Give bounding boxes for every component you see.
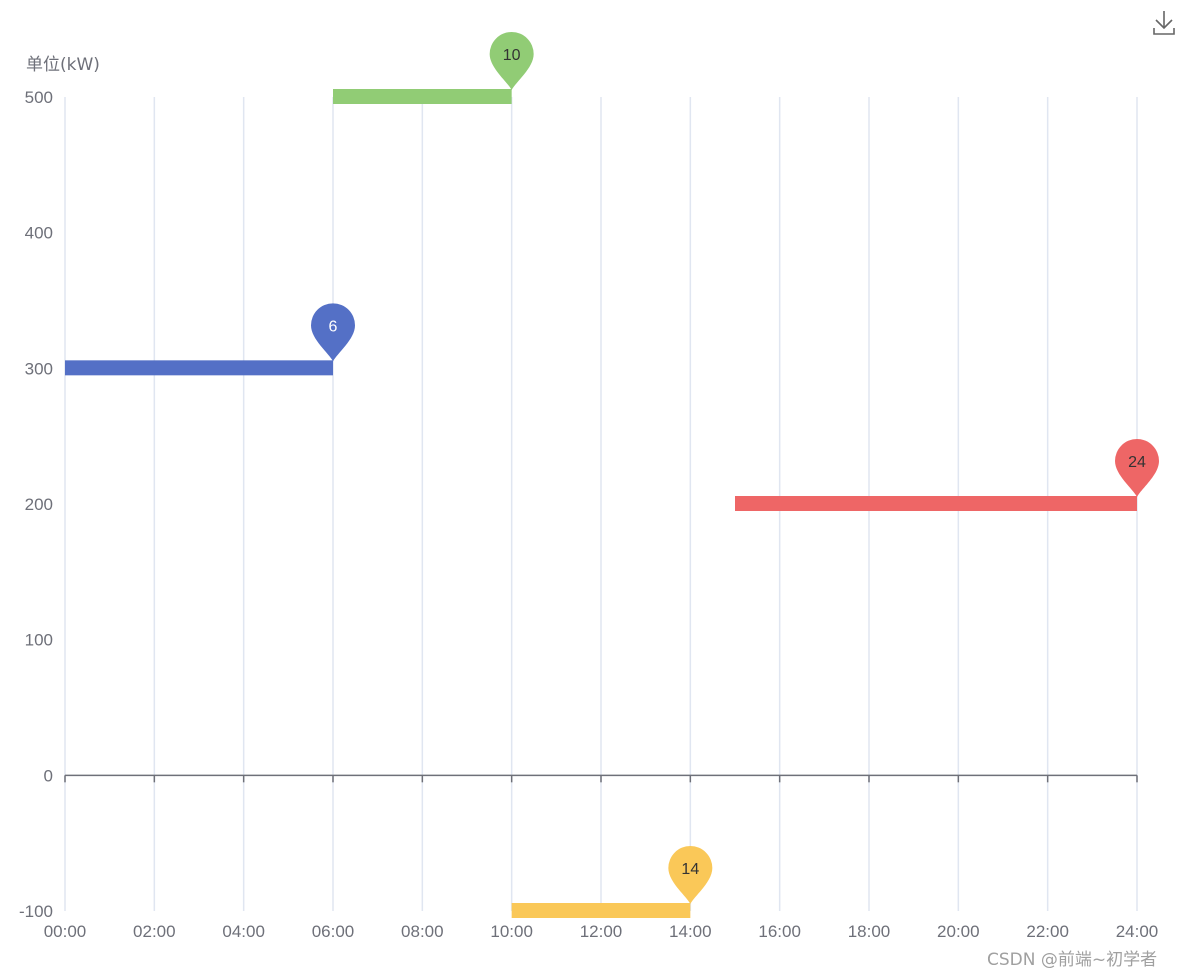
pin-label: 6 [329, 318, 338, 335]
y-tick-label: -100 [19, 902, 53, 921]
series-segment-1[interactable]: 6 [65, 303, 355, 376]
x-axis-labels: 00:00 02:00 04:00 06:00 08:00 10:00 12:00 14:00… [44, 922, 1159, 941]
y-axis-labels: 500 400 300 200 100 0 -100 [19, 88, 53, 921]
pin-label: 24 [1128, 454, 1146, 471]
x-tick-label: 08:00 [401, 922, 444, 941]
segment-bar[interactable] [65, 360, 333, 376]
y-tick-label: 100 [25, 631, 53, 650]
x-tick-label: 06:00 [312, 922, 355, 941]
series-segment-2[interactable]: 10 [333, 31, 534, 104]
download-button[interactable] [1150, 8, 1178, 38]
pin-marker-icon[interactable] [311, 303, 355, 362]
series-segment-4[interactable]: 24 [735, 439, 1159, 511]
x-tick-label: 04:00 [222, 922, 265, 941]
x-tick-label: 22:00 [1026, 922, 1069, 941]
x-tick-label: 14:00 [669, 922, 712, 941]
pin-label: 14 [681, 861, 699, 878]
pin-marker-icon[interactable] [489, 31, 534, 91]
y-axis-unit-label: 单位(kW) [26, 55, 100, 75]
segment-bar[interactable] [511, 903, 691, 918]
x-tick-label: 16:00 [758, 922, 801, 941]
y-tick-label: 400 [25, 224, 53, 243]
pin-marker-icon[interactable] [1115, 439, 1159, 497]
x-axis-line [64, 774, 1138, 783]
pin-marker-icon[interactable] [668, 846, 713, 904]
watermark: CSDN @前端~初学者 [987, 950, 1158, 970]
series-segment-3[interactable]: 14 [511, 846, 713, 918]
x-tick-label: 10:00 [490, 922, 533, 941]
y-tick-label: 200 [25, 495, 53, 514]
segment-bar[interactable] [333, 89, 512, 104]
download-icon [1153, 11, 1175, 35]
x-tick-label: 24:00 [1116, 922, 1159, 941]
x-tick-label: 18:00 [848, 922, 891, 941]
segment-bar[interactable] [735, 496, 1137, 511]
x-tick-label: 12:00 [580, 922, 623, 941]
x-tick-label: 20:00 [937, 922, 980, 941]
series-group: 6 10 14 24 [65, 31, 1159, 918]
pin-label: 10 [503, 47, 521, 64]
y-tick-label: 0 [44, 766, 53, 785]
x-tick-label: 00:00 [44, 922, 87, 941]
y-tick-label: 500 [25, 88, 53, 107]
y-tick-label: 300 [25, 359, 53, 378]
x-tick-label: 02:00 [133, 922, 176, 941]
